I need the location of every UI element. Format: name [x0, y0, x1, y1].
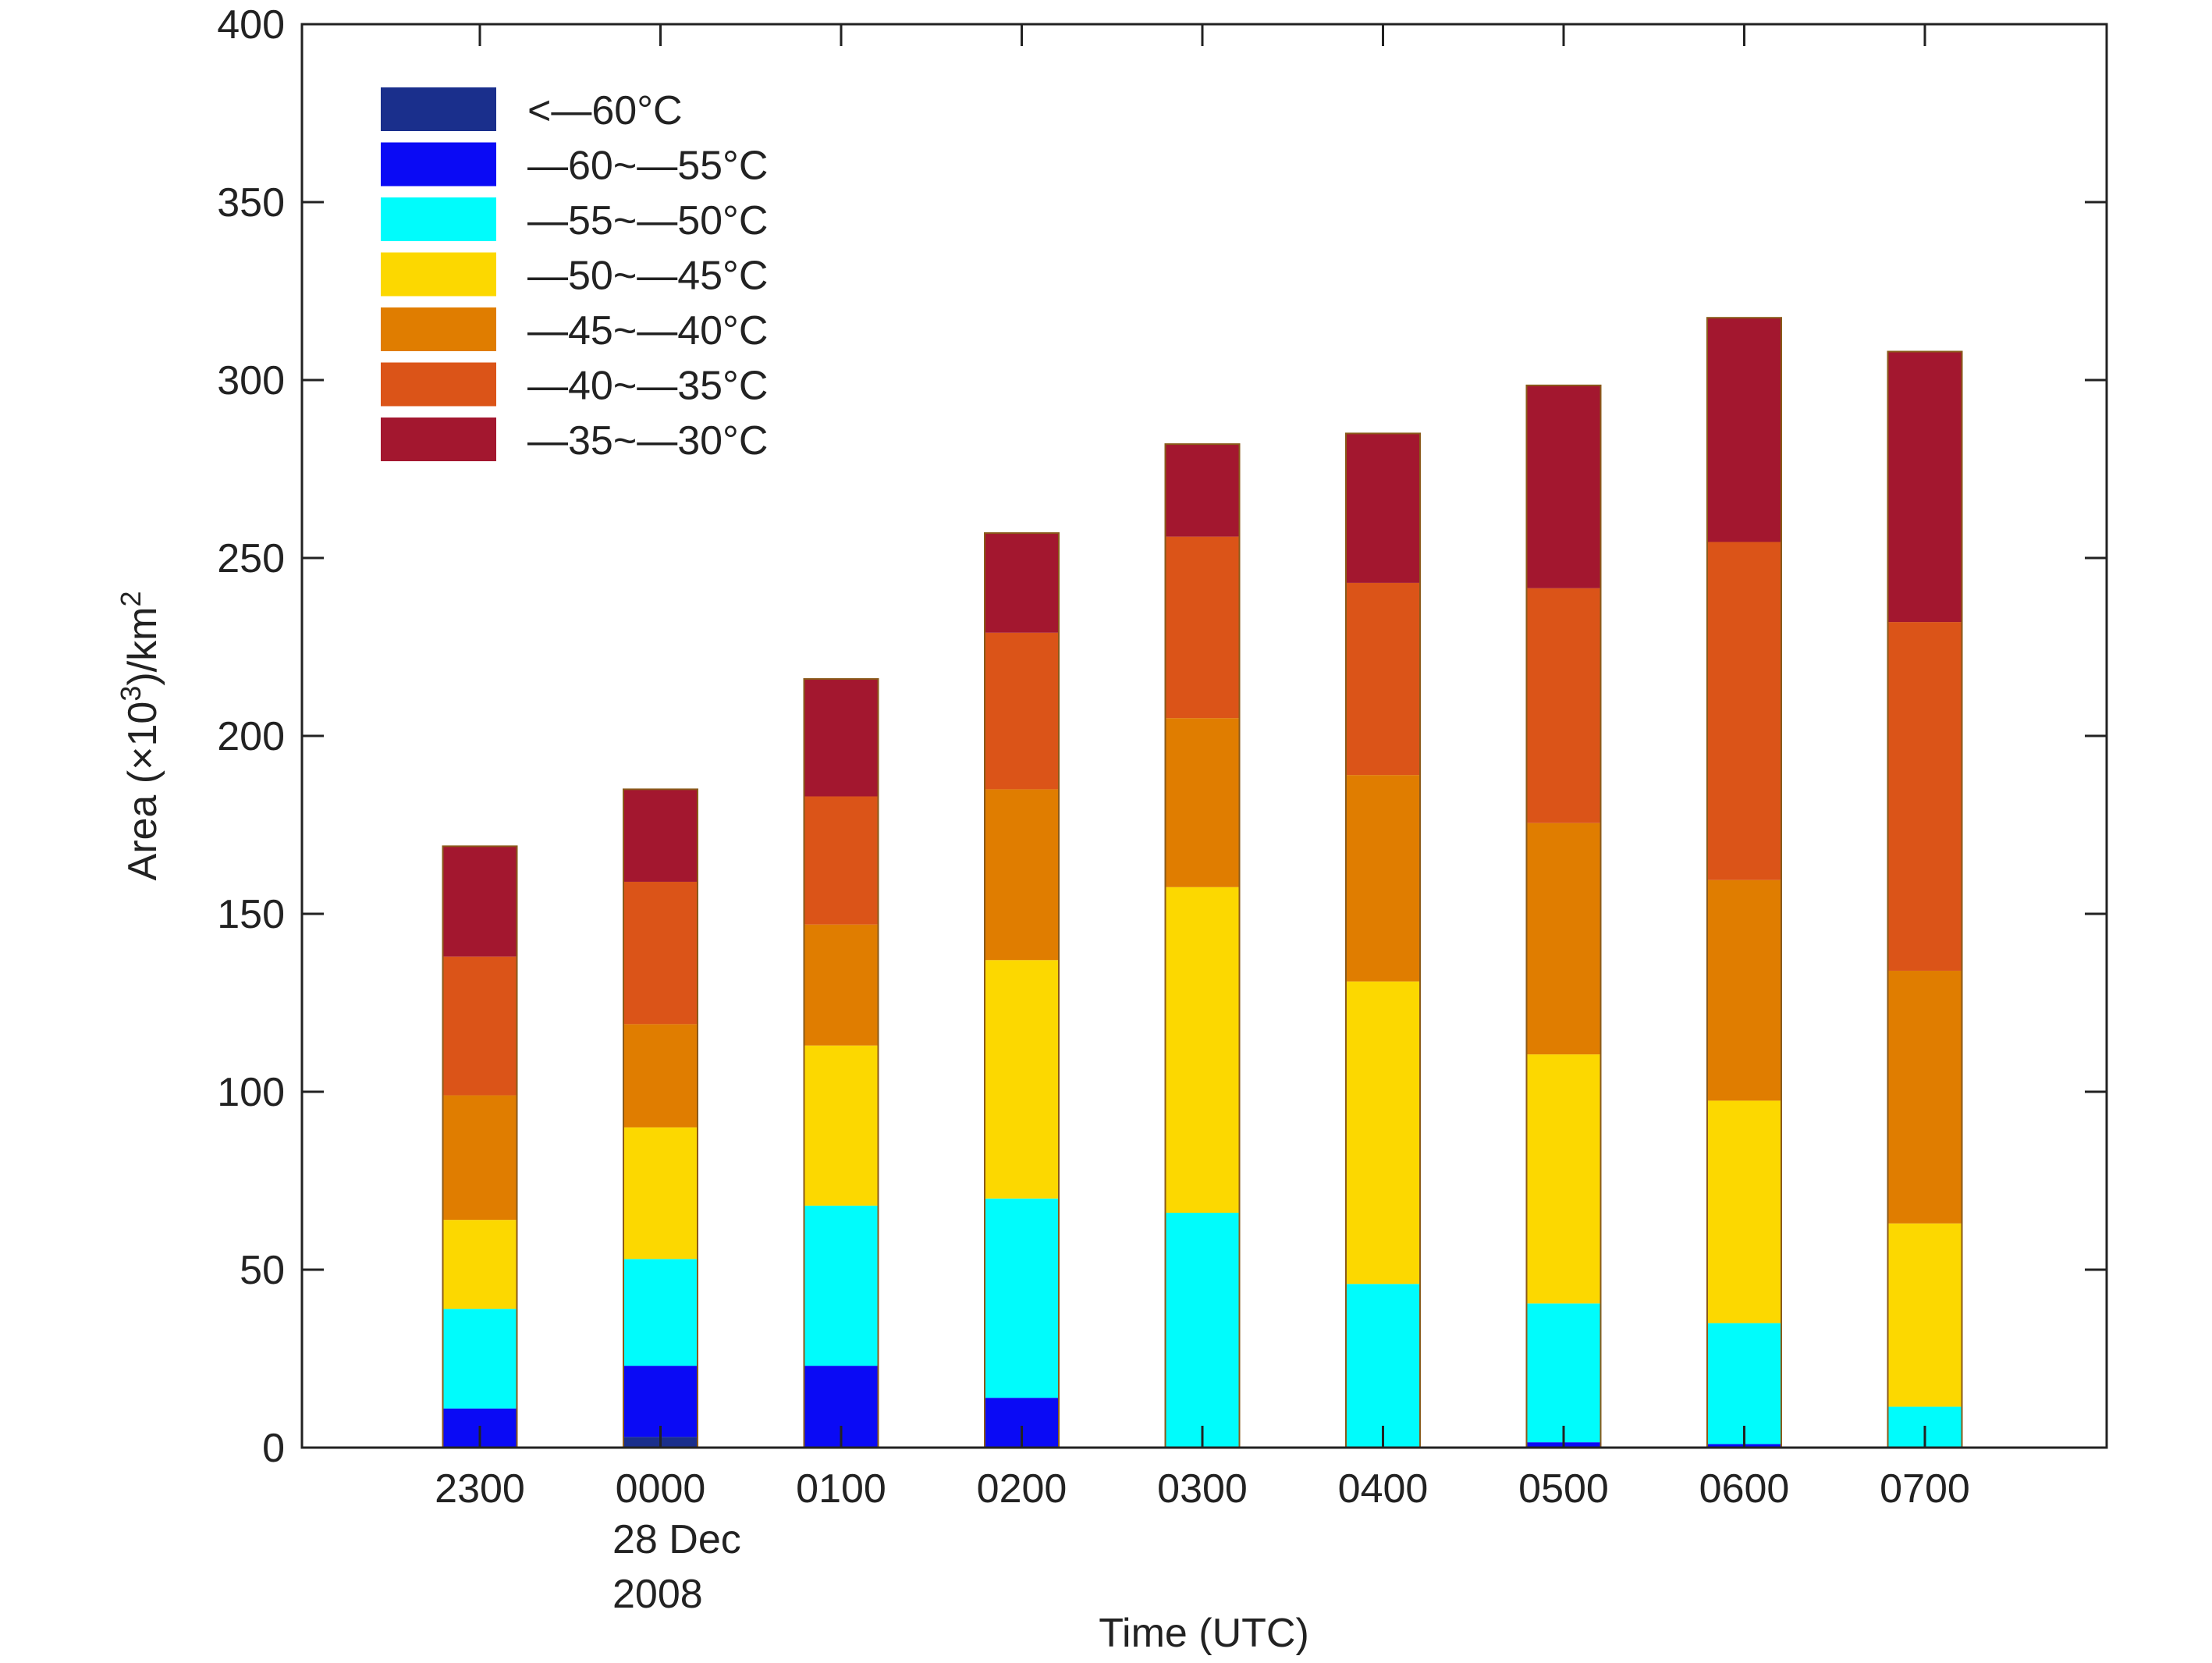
y-axis-title-main: Area (×10: [120, 702, 165, 881]
bar-segment-0000-series-6: [623, 789, 698, 882]
x-tick-label-0600: 0600: [1699, 1466, 1790, 1512]
legend-label-5: —40~—35°C: [527, 364, 768, 409]
legend-swatch-4: [381, 307, 496, 351]
legend-label-0: <—60°C: [527, 88, 683, 133]
bar-segment-2300-series-4: [442, 1095, 517, 1221]
bar-segment-0100-series-5: [804, 796, 879, 925]
legend-swatch-1: [381, 142, 496, 187]
y-tick-labels: 0 50 100 150 200 250 300 350 400: [217, 2, 285, 1471]
bar-segment-0500-series-4: [1526, 823, 1601, 1055]
x-tick-label-0700: 0700: [1880, 1466, 1970, 1512]
bar-segment-0400-series-2: [1346, 1284, 1420, 1448]
bar-segment-0600-series-2: [1707, 1323, 1781, 1444]
bar-segment-0100-series-6: [804, 679, 879, 797]
date-annotation-line2: 2008: [612, 1572, 703, 1617]
y-tick-label-100: 100: [217, 1070, 285, 1115]
bar-segment-0000-series-2: [623, 1259, 698, 1366]
x-tick-label-2300: 2300: [435, 1466, 525, 1512]
bar-segment-0600-series-5: [1707, 542, 1781, 880]
x-tick-label-0400: 0400: [1338, 1466, 1429, 1512]
bar-segment-2300-series-2: [442, 1309, 517, 1409]
bar-segment-0200-series-4: [985, 789, 1059, 961]
bar-segment-0200-series-6: [985, 533, 1059, 633]
bar-segment-0100-series-3: [804, 1045, 879, 1206]
legend: <—60°C —60~—55°C —55~—50°C —50~—45°C —45~—40…: [381, 87, 768, 464]
bar-segment-0000-series-5: [623, 881, 698, 1025]
legend-label-4: —45~—40°C: [527, 308, 768, 354]
bar-segment-2300-series-6: [442, 846, 517, 957]
y-tick-label-350: 350: [217, 180, 285, 226]
bar-segment-0100-series-2: [804, 1205, 879, 1366]
bar-segment-0500-series-2: [1526, 1303, 1601, 1443]
legend-label-1: —60~—55°C: [527, 144, 768, 189]
y-axis-title-sup: 3: [115, 686, 147, 702]
legend-swatch-3: [381, 252, 496, 297]
x-tick-label-0300: 0300: [1157, 1466, 1248, 1512]
bar-segment-0700-series-3: [1887, 1223, 1962, 1407]
bar-segment-0500-series-6: [1526, 385, 1601, 588]
y-axis-title: Area (×103)/km2: [115, 592, 165, 881]
y-tick-label-250: 250: [217, 536, 285, 581]
bar-segment-0700-series-4: [1887, 970, 1962, 1224]
y-tick-label-200: 200: [217, 714, 285, 759]
bar-segment-0000-series-3: [623, 1127, 698, 1260]
legend-swatch-0: [381, 87, 496, 131]
legend-swatch-5: [381, 362, 496, 407]
bar-segment-0000-series-4: [623, 1024, 698, 1128]
bar-segment-0300-series-6: [1165, 444, 1240, 537]
x-tick-label-0200: 0200: [977, 1466, 1067, 1512]
bar-segment-0400-series-3: [1346, 981, 1420, 1285]
bar-segment-0300-series-4: [1165, 718, 1240, 887]
x-tick-label-0100: 0100: [796, 1466, 886, 1512]
bar-segment-0600-series-4: [1707, 879, 1781, 1101]
ticks-layer: [302, 23, 2107, 1449]
x-axis-title: Time (UTC): [1099, 1611, 1309, 1656]
bar-segment-2300-series-5: [442, 956, 517, 1096]
bar-segment-0100-series-4: [804, 924, 879, 1046]
legend-label-3: —50~—45°C: [527, 254, 768, 299]
bar-segment-0600-series-6: [1707, 318, 1781, 542]
legend-swatch-2: [381, 197, 496, 241]
bar-segment-0400-series-5: [1346, 582, 1420, 776]
bar-segment-0700-series-5: [1887, 622, 1962, 971]
x-tick-label-0000: 0000: [616, 1466, 706, 1512]
y-tick-label-50: 50: [240, 1248, 285, 1293]
x-tick-labels: 2300 0000 0100 0200 0300 0400 0500 0600 0700: [435, 1466, 1970, 1512]
bar-segment-0500-series-3: [1526, 1054, 1601, 1304]
y-axis-title-tail: )/km: [120, 607, 165, 686]
bar-segment-0200-series-2: [985, 1198, 1059, 1398]
bar-segment-0400-series-4: [1346, 775, 1420, 982]
bar-segment-0400-series-6: [1346, 433, 1420, 583]
x-tick-label-0500: 0500: [1518, 1466, 1609, 1512]
bar-segment-0200-series-3: [985, 960, 1059, 1199]
bar-segment-0300-series-2: [1165, 1213, 1240, 1448]
bar-segment-0300-series-3: [1165, 887, 1240, 1213]
y-tick-label-400: 400: [217, 2, 285, 48]
bar-segment-2300-series-3: [442, 1220, 517, 1309]
bars-layer: [442, 317, 1963, 1449]
legend-label-6: —35~—30°C: [527, 418, 768, 464]
legend-label-2: —55~—50°C: [527, 198, 768, 243]
bar-segment-0700-series-6: [1887, 351, 1962, 623]
bar-segment-0500-series-5: [1526, 588, 1601, 823]
date-annotation-line1: 28 Dec: [612, 1517, 741, 1562]
bar-segment-0600-series-3: [1707, 1100, 1781, 1324]
y-axis-title-tail-sup: 2: [115, 592, 147, 607]
y-tick-label-300: 300: [217, 358, 285, 403]
legend-swatch-6: [381, 418, 496, 461]
y-tick-label-0: 0: [262, 1426, 285, 1471]
y-tick-label-150: 150: [217, 892, 285, 937]
bar-segment-0300-series-5: [1165, 536, 1240, 719]
bar-segment-0200-series-5: [985, 632, 1059, 790]
bar-segment-0000-series-1: [623, 1366, 698, 1437]
